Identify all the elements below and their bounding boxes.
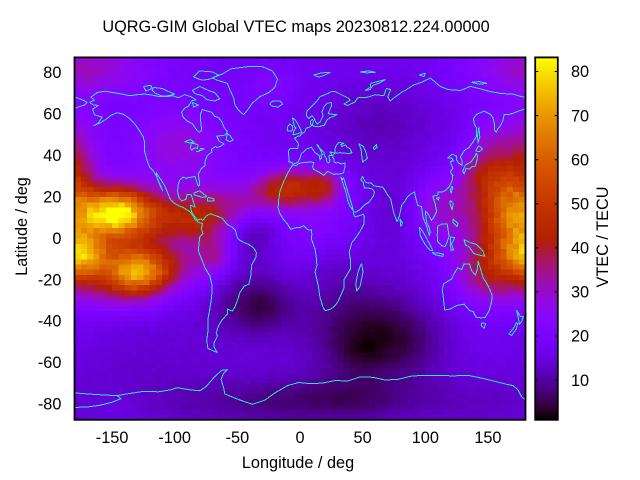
svg-text:Longitude / deg: Longitude / deg xyxy=(242,454,354,472)
svg-text:-40: -40 xyxy=(38,313,62,331)
svg-text:-100: -100 xyxy=(158,429,191,447)
svg-text:-60: -60 xyxy=(38,354,62,372)
svg-text:50: 50 xyxy=(571,196,589,214)
svg-text:40: 40 xyxy=(571,240,589,258)
svg-text:60: 60 xyxy=(571,151,589,169)
svg-text:50: 50 xyxy=(354,429,372,447)
svg-text:10: 10 xyxy=(571,372,589,390)
svg-text:30: 30 xyxy=(571,284,589,302)
svg-text:100: 100 xyxy=(412,429,439,447)
svg-text:-80: -80 xyxy=(38,396,62,414)
svg-text:Latitude / deg: Latitude / deg xyxy=(13,177,31,276)
svg-text:0: 0 xyxy=(295,429,304,447)
svg-text:-150: -150 xyxy=(96,429,129,447)
svg-text:UQRG-GIM Global VTEC maps 2023: UQRG-GIM Global VTEC maps 20230812.224.0… xyxy=(102,18,489,36)
svg-text:VTEC / TECU: VTEC / TECU xyxy=(594,186,612,287)
svg-text:0: 0 xyxy=(52,230,61,248)
svg-text:60: 60 xyxy=(43,106,61,124)
svg-text:80: 80 xyxy=(571,63,589,81)
svg-text:-20: -20 xyxy=(38,271,62,289)
svg-text:40: 40 xyxy=(43,147,61,165)
svg-text:20: 20 xyxy=(571,328,589,346)
svg-text:20: 20 xyxy=(43,189,61,207)
svg-text:80: 80 xyxy=(43,64,61,82)
svg-text:70: 70 xyxy=(571,107,589,125)
svg-text:150: 150 xyxy=(474,429,501,447)
svg-text:-50: -50 xyxy=(226,429,250,447)
